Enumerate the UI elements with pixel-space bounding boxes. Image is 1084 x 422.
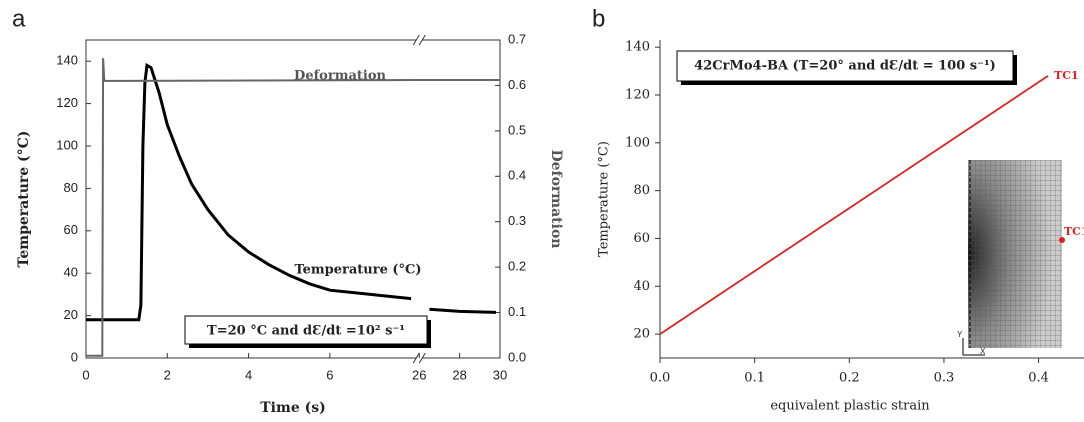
x-axis-label: Time (s) xyxy=(260,400,325,416)
x-tick-label: 0.2 xyxy=(839,371,860,386)
title-box xyxy=(676,50,1014,82)
mesh-grid xyxy=(968,160,1062,348)
y-tick-label: 80 xyxy=(633,183,650,198)
y-axis-label: Temperature (°C) xyxy=(16,131,32,268)
x-tick-label: 0.3 xyxy=(934,371,955,386)
axis-break-gap xyxy=(416,38,423,42)
plot-frame xyxy=(85,39,501,359)
y2-tick-label: 0.4 xyxy=(508,168,526,183)
y-tick-label: 20 xyxy=(64,307,78,322)
y-tick-label: 80 xyxy=(64,180,78,195)
inset-mesh: TC1 Y X xyxy=(957,160,1084,356)
x-tick-label: 6 xyxy=(326,367,333,382)
y-tick-label: 120 xyxy=(56,95,78,110)
tc1-label: TC1 xyxy=(1064,225,1084,238)
axis-break-mark xyxy=(418,34,426,46)
annotation: T=20 °C and dƐ/dt =10² s⁻¹ xyxy=(207,324,405,339)
y-tick-label: 0 xyxy=(71,349,78,364)
series-label: Deformation xyxy=(294,69,386,84)
x-tick-label: 28 xyxy=(452,367,466,382)
y-tick-label: 20 xyxy=(633,327,650,342)
y-tick-label: 140 xyxy=(56,53,78,68)
y2-tick-label: 0.0 xyxy=(508,349,526,364)
x-tick-label: 4 xyxy=(245,367,252,382)
y2-tick-label: 0.6 xyxy=(508,77,526,92)
y-tick-label: 120 xyxy=(625,87,650,102)
series-line xyxy=(659,75,1049,335)
annotation-box xyxy=(184,315,428,345)
y-tick-label: 40 xyxy=(64,265,78,280)
panel-label: a xyxy=(12,5,26,32)
x-tick-label: 0.1 xyxy=(744,371,765,386)
y-tick-label: 100 xyxy=(625,135,650,150)
panel-label: b xyxy=(592,5,605,32)
x-tick-label: 0 xyxy=(82,367,89,382)
series-line xyxy=(86,58,500,357)
axis-break-mark xyxy=(412,34,420,46)
x-tick-label: 0.4 xyxy=(1028,371,1049,386)
y2-tick-label: 0.7 xyxy=(508,31,526,46)
x-tick-label: 2 xyxy=(164,367,171,382)
axis-break-mark xyxy=(412,352,420,364)
series-label: TC1 xyxy=(1054,69,1079,82)
series-line xyxy=(86,63,497,322)
inset-axis-label: Y xyxy=(957,330,963,339)
series-label: Temperature (°C) xyxy=(294,263,421,278)
y2-axis-label: Deformation xyxy=(548,150,564,249)
y2-tick-label: 0.3 xyxy=(508,213,526,228)
y-axis-label: Temperature (°C) xyxy=(597,141,612,257)
y2-tick-label: 0.1 xyxy=(508,304,526,319)
inset-axis-label: X xyxy=(980,347,986,356)
y2-tick-label: 0.2 xyxy=(508,259,526,274)
y-tick-label: 60 xyxy=(633,231,650,246)
y-tick-label: 100 xyxy=(56,137,78,152)
y-tick-label: 40 xyxy=(633,279,650,294)
y2-tick-label: 0.5 xyxy=(508,122,526,137)
axis-break-mark xyxy=(418,352,426,364)
x-tick-label: 30 xyxy=(493,367,507,382)
x-tick-label: 26 xyxy=(412,367,426,382)
y-tick-label: 140 xyxy=(625,40,650,55)
x-axis-label: equivalent plastic strain xyxy=(770,399,930,414)
y-tick-label: 60 xyxy=(64,222,78,237)
tc1-point xyxy=(1059,237,1065,243)
chart-title: 42CrMo4-BA (T=20° and dƐ/dt = 100 s⁻¹) xyxy=(694,59,996,74)
x-tick-label: 0.0 xyxy=(650,371,671,386)
